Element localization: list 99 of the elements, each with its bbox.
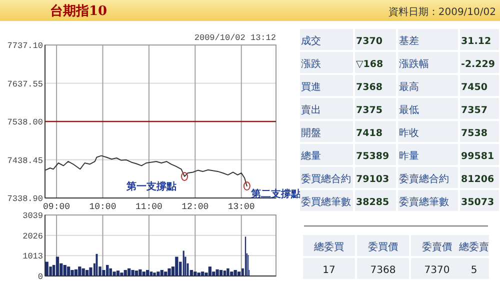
- bar: [216, 269, 219, 276]
- bar: [120, 272, 124, 276]
- text: 資料日期：2009/10/02: [388, 6, 496, 18]
- bar: [153, 272, 156, 276]
- text: -2.229: [461, 59, 495, 70]
- bar: [200, 272, 204, 276]
- text: 總量: [300, 150, 321, 162]
- annotation: 第一支撐點: [126, 180, 177, 192]
- text: 委賣總筆數: [399, 196, 449, 208]
- x-tick-label: 13:00: [228, 202, 255, 212]
- bar: [109, 268, 112, 276]
- text: ▽168: [356, 59, 384, 70]
- bar: [89, 267, 92, 276]
- text: 買進: [301, 81, 321, 93]
- text: 委買價: [368, 241, 398, 253]
- text: 7538: [461, 128, 488, 139]
- text: 7370: [424, 265, 450, 276]
- bar: [112, 272, 116, 276]
- chart-title: 台期指10: [50, 3, 108, 19]
- text: 漲跌: [301, 58, 321, 70]
- bar: [234, 270, 237, 276]
- y-tick-label: 7637.55: [7, 79, 43, 90]
- y-tick-label: 7737.10: [7, 41, 43, 51]
- bar: [160, 270, 164, 276]
- x-tick-label: 11:00: [135, 202, 162, 212]
- bar: [230, 272, 234, 276]
- text: 最高: [399, 81, 419, 93]
- text: 總委買: [313, 241, 344, 253]
- bar: [223, 270, 226, 276]
- bar: [82, 268, 85, 276]
- annotation: 第二支撐點: [250, 188, 301, 200]
- bar: [45, 262, 48, 276]
- bar: [150, 272, 153, 276]
- text: 7418: [356, 128, 383, 139]
- bar: [124, 270, 127, 276]
- text: 漲跌幅: [399, 58, 429, 70]
- bar: [106, 264, 109, 276]
- bar: [208, 266, 212, 276]
- text: 委買總筆數: [301, 196, 351, 208]
- text: 99581: [461, 151, 494, 162]
- text: 5: [470, 265, 478, 276]
- text: 81206: [461, 174, 494, 185]
- bar: [142, 272, 146, 276]
- y-tick-label: 7438.45: [7, 156, 43, 166]
- bar: [226, 268, 230, 276]
- text: 38285: [356, 197, 390, 208]
- bar: [70, 270, 74, 276]
- bar: [237, 272, 241, 276]
- y-tick-label: 7538.00: [7, 118, 43, 128]
- text: 7370: [356, 36, 383, 47]
- text: 委買總合約: [301, 173, 351, 185]
- text: 7375: [356, 105, 382, 116]
- text: 總委賣: [458, 241, 489, 253]
- y-tick-label: 0: [38, 272, 43, 282]
- bar: [138, 269, 142, 276]
- bar: [128, 268, 131, 276]
- y-tick-label: 7338.90: [7, 194, 43, 204]
- bar: [194, 272, 197, 276]
- y-tick-label: 1013: [22, 252, 43, 262]
- bar: [63, 264, 66, 276]
- text: 7368: [370, 265, 396, 276]
- text: 17: [322, 265, 336, 276]
- text: 7450: [461, 82, 488, 93]
- bar: [85, 270, 89, 276]
- text: 最低: [399, 105, 419, 116]
- bar: [175, 256, 178, 276]
- text: 35073: [461, 197, 494, 208]
- bar: [78, 266, 82, 276]
- x-tick-label: 09:00: [43, 202, 70, 212]
- text: 75389: [356, 151, 390, 162]
- bar: [197, 272, 200, 276]
- x-tick-label: 12:00: [182, 202, 209, 212]
- text: 7357: [461, 105, 488, 116]
- bar: [116, 270, 120, 276]
- chart-subtitle: 2009/10/02 13:12: [194, 33, 276, 43]
- text: 7368: [356, 82, 383, 93]
- text: 開盤: [301, 127, 321, 139]
- x-tick-label: 10:00: [89, 202, 116, 212]
- bar: [134, 270, 138, 276]
- text: 成交: [301, 35, 321, 47]
- y-tick-label: 2026: [22, 231, 43, 242]
- text: 昨量: [399, 150, 419, 162]
- bar: [56, 256, 60, 276]
- text: 31.12: [461, 36, 492, 47]
- bar: [156, 272, 160, 276]
- text: 委賣總合約: [399, 173, 449, 185]
- text: 基差: [399, 35, 419, 47]
- y-tick-label: 3039: [22, 211, 43, 221]
- bar: [168, 268, 171, 276]
- bar: [66, 266, 70, 276]
- bar: [219, 270, 223, 276]
- bar: [146, 270, 150, 276]
- bar: [164, 272, 168, 276]
- text: 賣出: [301, 104, 321, 116]
- text: 79103: [356, 174, 390, 185]
- bar: [131, 270, 134, 276]
- text: 委賣價: [422, 241, 452, 253]
- text: 昨收: [399, 127, 419, 139]
- bar: [74, 269, 78, 276]
